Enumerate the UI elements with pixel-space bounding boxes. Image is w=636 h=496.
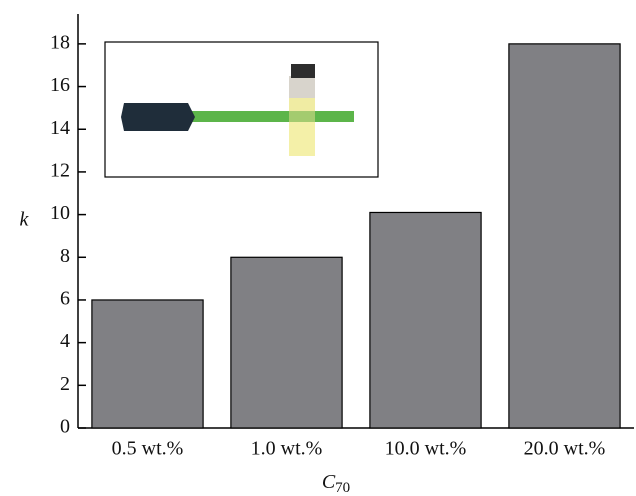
y-tick-label: 0 xyxy=(60,416,70,438)
bar xyxy=(370,212,481,428)
x-axis-label-main: C xyxy=(322,471,336,493)
inset-diagram xyxy=(105,42,378,177)
bar xyxy=(509,44,620,428)
y-tick-label: 8 xyxy=(60,245,70,267)
chart: k C70 0 2 4 6 8 10 12 14 16 18 0.5 wt.% 1.0 wt.% 10.… xyxy=(0,0,636,496)
y-tick-label: 10 xyxy=(50,202,70,224)
y-tick-label: 18 xyxy=(50,31,70,53)
bar xyxy=(231,257,342,428)
page: {"chart_data": {"type": "bar", "categori… xyxy=(0,0,636,496)
y-tick-label: 16 xyxy=(50,74,70,96)
y-axis-label: k xyxy=(20,209,30,231)
x-axis-label-subscript: 70 xyxy=(335,480,350,496)
x-tick-label: 20.0 wt.% xyxy=(524,438,606,460)
x-tick-label: 10.0 wt.% xyxy=(385,438,467,460)
x-axis-label: C70 xyxy=(322,471,350,496)
x-tick-label: 1.0 wt.% xyxy=(251,438,323,460)
y-tick-label: 2 xyxy=(60,373,70,395)
x-tick-label: 0.5 wt.% xyxy=(112,438,184,460)
y-tick-label: 14 xyxy=(50,117,70,139)
y-tick-label: 6 xyxy=(60,288,70,310)
y-tick-label: 4 xyxy=(60,330,70,352)
bar xyxy=(92,300,203,428)
y-tick-label: 12 xyxy=(50,160,70,182)
